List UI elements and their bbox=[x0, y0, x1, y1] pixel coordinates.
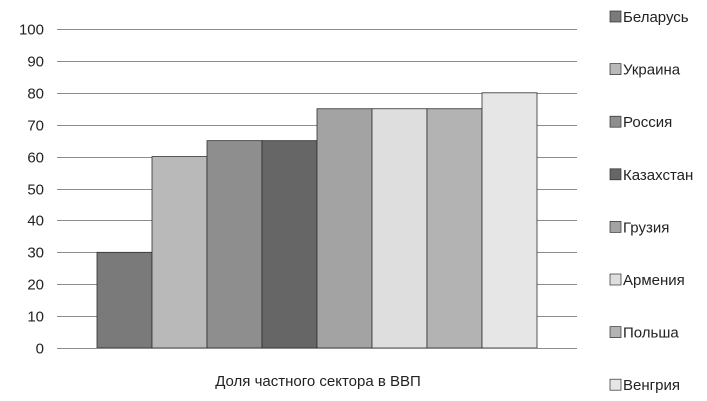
y-tick-label-90: 90 bbox=[27, 54, 44, 71]
legend-label-3: Россия bbox=[623, 114, 672, 131]
legend-label-4: Казахстан bbox=[623, 167, 693, 184]
y-tick-label-40: 40 bbox=[27, 213, 44, 230]
legend-label-6: Армения bbox=[623, 272, 685, 289]
y-axis-ticks: 0 10 20 30 40 50 60 70 80 90 100 bbox=[19, 22, 44, 358]
y-tick-label-30: 30 bbox=[27, 245, 44, 262]
legend-swatch-8 bbox=[609, 378, 622, 391]
legend-swatch-4 bbox=[609, 168, 622, 181]
legend-swatch-3 bbox=[609, 115, 622, 128]
legend-swatch-6 bbox=[609, 273, 622, 286]
y-tick-label-0: 0 bbox=[36, 341, 44, 358]
y-tick-label-70: 70 bbox=[27, 118, 44, 135]
legend-swatch-7 bbox=[609, 326, 622, 338]
legend-swatch-2 bbox=[609, 63, 622, 75]
bar-6 bbox=[371, 108, 428, 349]
y-tick-label-100: 100 bbox=[19, 22, 44, 39]
bar-3 bbox=[206, 140, 263, 349]
bar-7 bbox=[426, 108, 483, 349]
bar-2 bbox=[151, 156, 208, 349]
y-tick-label-60: 60 bbox=[27, 150, 44, 167]
bar-5 bbox=[316, 108, 373, 349]
legend-label-8: Венгрия bbox=[623, 377, 680, 394]
bar-1 bbox=[96, 251, 153, 349]
bars bbox=[96, 92, 538, 349]
legend-label-5: Грузия bbox=[623, 219, 669, 236]
legend: Беларусь Украина Россия Казахстан Грузия Арме… bbox=[609, 9, 693, 394]
bar-4 bbox=[261, 140, 318, 349]
legend-swatch-1 bbox=[609, 10, 622, 23]
y-tick-label-50: 50 bbox=[27, 182, 44, 199]
legend-label-7: Польша bbox=[623, 325, 679, 342]
legend-label-1: Беларусь bbox=[623, 9, 689, 26]
y-tick-label-20: 20 bbox=[27, 277, 44, 294]
y-tick-label-10: 10 bbox=[27, 309, 44, 326]
y-tick-label-80: 80 bbox=[27, 86, 44, 103]
legend-label-2: Украина bbox=[623, 62, 681, 79]
x-axis-label: Доля частного сектора в ВВП bbox=[215, 373, 421, 390]
legend-swatch-5 bbox=[609, 221, 622, 233]
bar-8 bbox=[481, 92, 538, 349]
